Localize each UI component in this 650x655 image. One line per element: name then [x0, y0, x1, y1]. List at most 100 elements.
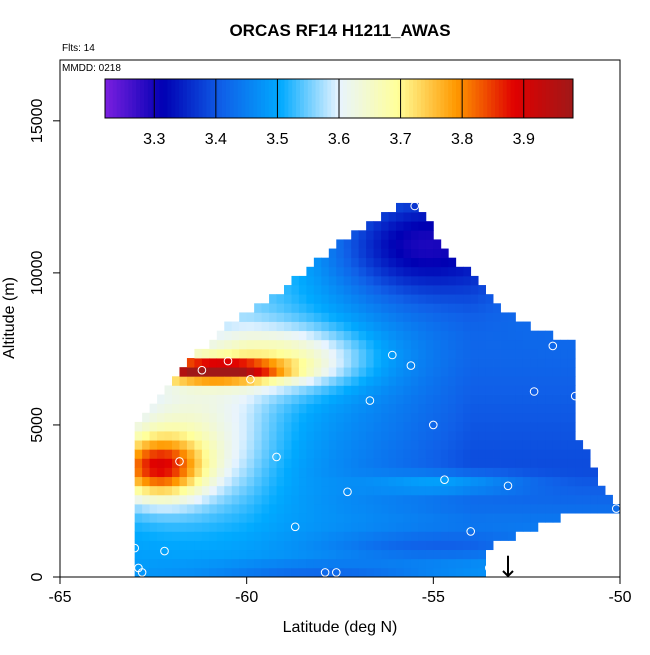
heatmap-cell [410, 266, 419, 277]
heatmap-cell [224, 476, 233, 487]
colorbar-swatch [140, 79, 145, 118]
colorbar-swatch [366, 79, 371, 118]
heatmap-cell [560, 485, 569, 496]
heatmap-cell [433, 558, 442, 569]
heatmap-cell [298, 549, 307, 560]
heatmap-cell [358, 275, 367, 286]
heatmap-cell [343, 303, 352, 313]
heatmap-cell [463, 367, 472, 377]
heatmap-cell [224, 385, 233, 395]
colorbar-swatch [225, 79, 231, 118]
heatmap-cell [186, 485, 195, 496]
heatmap-cell [403, 385, 412, 395]
heatmap-cell [373, 321, 382, 332]
heatmap-cell [403, 285, 412, 295]
heatmap-cell [328, 449, 337, 459]
heatmap-cell [560, 348, 569, 359]
colorbar-swatch [393, 79, 398, 118]
heatmap-cell [351, 348, 360, 359]
heatmap-cell [231, 421, 240, 432]
heatmap-cell [418, 431, 427, 441]
heatmap-cell [343, 549, 352, 560]
heatmap-cell [179, 494, 188, 505]
heatmap-cell [336, 312, 345, 322]
heatmap-cell [164, 458, 173, 468]
heatmap-cell [142, 458, 150, 468]
heatmap-cell [470, 339, 479, 350]
plot-frame [59, 59, 621, 578]
heatmap-cell [373, 266, 382, 277]
heatmap-cell [470, 531, 479, 541]
heatmap-cell [433, 275, 442, 286]
heatmap-cell [455, 266, 464, 277]
heatmap-cell [590, 485, 598, 496]
heatmap-cell [560, 376, 569, 386]
heatmap-cell [336, 440, 345, 450]
heatmap-cell [254, 449, 262, 459]
heatmap-cell [522, 504, 531, 514]
heatmap-cell [478, 540, 486, 551]
heatmap-cell [224, 513, 233, 523]
heatmap-cell [306, 294, 315, 304]
heatmap-cell [269, 449, 277, 459]
sample-point [197, 365, 207, 375]
heatmap-cell [485, 494, 494, 505]
colorbar: 3.3 3.4 3.5 3.6 3.7 3.8 3.9 [104, 78, 574, 148]
heatmap-cell [313, 266, 322, 277]
heatmap-cell [269, 522, 277, 532]
heatmap-cell [500, 431, 509, 441]
heatmap-cell [231, 339, 240, 350]
heatmap-cell [201, 531, 210, 541]
heatmap-cell [448, 339, 457, 350]
heatmap-cell [321, 513, 330, 523]
heatmap-cell [425, 558, 434, 569]
colorbar-swatch [120, 79, 125, 118]
heatmap-cell [567, 476, 576, 487]
heatmap-cell [269, 312, 277, 322]
heatmap-cell [186, 467, 195, 478]
heatmap-cell [433, 257, 442, 268]
heatmap-cell [575, 504, 584, 514]
heatmap-cell [410, 385, 419, 395]
heatmap-cell [373, 285, 382, 295]
heatmap-cell [269, 376, 277, 386]
heatmap-cell [142, 494, 150, 505]
heatmap-cell [366, 504, 374, 514]
colorbar-swatch [335, 79, 340, 118]
heatmap-cell [224, 485, 233, 496]
heatmap-cell [485, 376, 494, 386]
heatmap-cell [179, 549, 188, 560]
heatmap-cell [164, 485, 173, 496]
heatmap-cell [239, 358, 248, 368]
heatmap-cell [567, 431, 576, 441]
heatmap-cell [328, 421, 337, 432]
heatmap-cell [172, 522, 180, 532]
heatmap-cell [508, 412, 516, 423]
heatmap-cell [224, 449, 233, 459]
heatmap-cell [470, 358, 479, 368]
heatmap-cell [433, 312, 442, 322]
heatmap-cell [246, 358, 255, 368]
heatmap-cell [172, 376, 180, 386]
heatmap-cell [284, 367, 292, 377]
heatmap-cell [373, 431, 382, 441]
heatmap-cell [403, 248, 412, 259]
heatmap-cell [298, 385, 307, 395]
heatmap-cell [186, 494, 195, 505]
colorbar-swatch [108, 79, 114, 118]
heatmap-cell [321, 312, 330, 322]
heatmap-cell [254, 467, 262, 478]
heatmap-cell [291, 348, 300, 359]
heatmap-cell [485, 485, 494, 496]
heatmap-cell [418, 504, 427, 514]
heatmap-cell [313, 485, 322, 496]
heatmap-cell [321, 567, 330, 577]
heatmap-cell [433, 367, 442, 377]
heatmap-cell [410, 202, 419, 213]
heatmap-cell [157, 567, 165, 577]
colorbar-swatch [194, 79, 199, 118]
heatmap-cell [216, 330, 225, 341]
heatmap-cell [440, 321, 449, 332]
